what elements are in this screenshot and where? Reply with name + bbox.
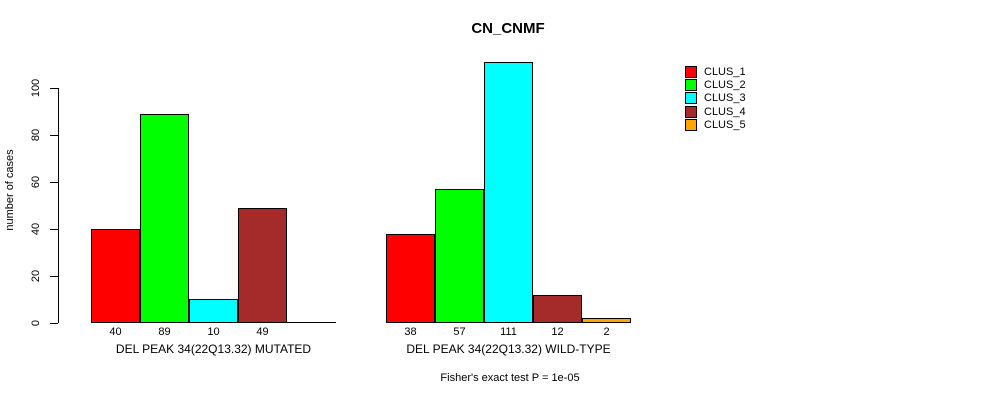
legend-swatch-clus_4 (685, 105, 697, 118)
legend-item-clus_4: CLUS_4 (685, 105, 746, 118)
bar-value-label: 10 (207, 326, 220, 338)
y-tick (50, 182, 58, 183)
legend-swatch-clus_1 (685, 65, 697, 78)
y-tick-label: 60 (30, 175, 42, 189)
y-tick-label: 100 (30, 78, 42, 98)
legend-item-clus_1: CLUS_1 (685, 65, 746, 78)
legend-item-clus_5: CLUS_5 (685, 119, 746, 132)
group-label: DEL PEAK 34(22Q13.32) MUTATED (115, 342, 312, 356)
legend: CLUS_1 CLUS_2 CLUS_3 CLUS_4 CLUS_5 (685, 65, 746, 132)
legend-item-clus_3: CLUS_3 (685, 92, 746, 105)
bar-value-label: 49 (256, 326, 269, 338)
y-tick-label: 80 (30, 128, 42, 142)
bar-clus_1-group1 (91, 229, 140, 323)
fisher-test-annotation: Fisher's exact test P = 1e-05 (440, 372, 580, 384)
bar-clus_2-group2 (435, 189, 484, 323)
y-tick-label: 20 (30, 269, 42, 283)
bar-value-label: 12 (551, 326, 564, 338)
legend-swatch-clus_2 (685, 79, 697, 92)
bar-value-label: 57 (453, 326, 466, 338)
bar-clus_3-group1 (189, 299, 238, 323)
legend-label: CLUS_3 (704, 92, 746, 105)
y-tick-label: 40 (30, 222, 42, 236)
legend-label: CLUS_4 (704, 105, 746, 118)
legend-item-clus_2: CLUS_2 (685, 78, 746, 92)
y-tick-label: 0 (30, 319, 42, 327)
chart-title: CN_CNMF (471, 20, 545, 37)
group-label: DEL PEAK 34(22Q13.32) WILD-TYPE (406, 342, 611, 356)
bar-clus_2-group1 (140, 114, 189, 323)
bar-clus_4-group2 (533, 295, 582, 323)
bar-value-label: 38 (404, 326, 417, 338)
y-tick (50, 135, 58, 136)
y-axis-label: number of cases (4, 149, 16, 231)
legend-label: CLUS_5 (704, 119, 746, 132)
bar-value-label: 111 (500, 326, 517, 338)
bar-clus_3-group2 (484, 62, 533, 323)
legend-swatch-clus_5 (685, 119, 697, 132)
bar-clus_1-group2 (386, 234, 435, 323)
bar-clus_5-group2 (582, 318, 631, 323)
legend-swatch-clus_3 (685, 92, 697, 105)
bar-clus_4-group1 (238, 208, 287, 323)
y-tick (50, 88, 58, 89)
y-tick (50, 276, 58, 277)
bar-value-label: 2 (603, 326, 610, 338)
bar-clus_5-group1-zero (287, 322, 336, 323)
y-tick (50, 229, 58, 230)
legend-label: CLUS_1 (704, 65, 746, 78)
legend-label: CLUS_2 (704, 79, 746, 92)
y-tick (50, 323, 58, 324)
y-axis (58, 88, 59, 323)
bar-value-label: 40 (109, 326, 122, 338)
bar-value-label: 89 (158, 326, 171, 338)
